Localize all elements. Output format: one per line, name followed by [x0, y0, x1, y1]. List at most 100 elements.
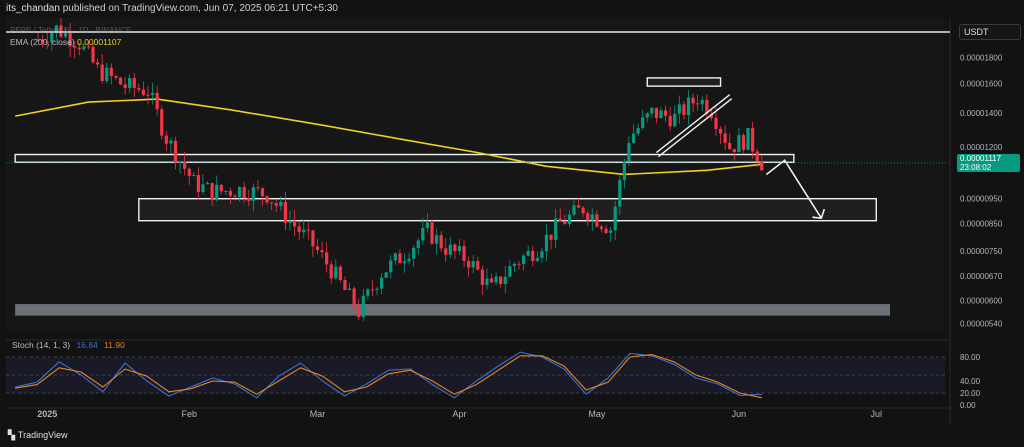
- candle-body[interactable]: [480, 269, 484, 285]
- candle-body[interactable]: [467, 260, 471, 268]
- candle-body[interactable]: [77, 47, 81, 50]
- candle-body[interactable]: [416, 240, 420, 248]
- candle-body[interactable]: [654, 107, 659, 119]
- candle-body[interactable]: [393, 253, 397, 261]
- candle-body[interactable]: [549, 234, 553, 240]
- candle-body[interactable]: [412, 247, 416, 259]
- currency-selector[interactable]: USDT: [959, 24, 1021, 40]
- candle-body[interactable]: [760, 161, 764, 171]
- candle-body[interactable]: [499, 276, 503, 285]
- candle-body[interactable]: [118, 77, 123, 85]
- candle-body[interactable]: [421, 228, 425, 241]
- candle-body[interactable]: [137, 87, 141, 90]
- candle-body[interactable]: [82, 46, 86, 50]
- candle-body[interactable]: [746, 128, 750, 150]
- candle-body[interactable]: [663, 110, 668, 116]
- candle-body[interactable]: [677, 104, 681, 114]
- candle-body[interactable]: [576, 205, 581, 208]
- candle-body[interactable]: [645, 113, 649, 118]
- candle-body[interactable]: [215, 184, 219, 201]
- candle-body[interactable]: [434, 235, 439, 244]
- candle-body[interactable]: [755, 151, 759, 162]
- candle-body[interactable]: [723, 133, 727, 143]
- candle-body[interactable]: [691, 97, 695, 104]
- candle-body[interactable]: [256, 187, 260, 189]
- candle-body[interactable]: [141, 89, 146, 95]
- candle-body[interactable]: [187, 168, 191, 177]
- stoch-legend[interactable]: Stoch (14, 1, 3) 16.84 11.90: [12, 340, 125, 350]
- candle-body[interactable]: [228, 190, 233, 196]
- candle-body[interactable]: [709, 113, 713, 118]
- candle-body[interactable]: [45, 41, 49, 43]
- candle-body[interactable]: [260, 188, 265, 197]
- candle-body[interactable]: [123, 84, 127, 88]
- candle-body[interactable]: [407, 258, 411, 262]
- candle-body[interactable]: [728, 142, 732, 150]
- candle-body[interactable]: [315, 246, 320, 251]
- candle-body[interactable]: [247, 198, 251, 201]
- candle-body[interactable]: [622, 161, 626, 180]
- candle-body[interactable]: [609, 230, 613, 233]
- candle-body[interactable]: [751, 128, 755, 152]
- candle-body[interactable]: [508, 266, 512, 277]
- candle-body[interactable]: [503, 276, 507, 285]
- candle-body[interactable]: [41, 39, 45, 42]
- candle-body[interactable]: [402, 261, 407, 264]
- candle-body[interactable]: [682, 104, 686, 116]
- candle-body[interactable]: [311, 230, 315, 247]
- candle-body[interactable]: [173, 140, 178, 163]
- candle-body[interactable]: [169, 140, 173, 144]
- candle-body[interactable]: [398, 253, 402, 264]
- candle-body[interactable]: [494, 276, 498, 283]
- candle-body[interactable]: [219, 184, 223, 192]
- candle-body[interactable]: [659, 110, 663, 119]
- candle-body[interactable]: [476, 261, 480, 270]
- candle-body[interactable]: [270, 202, 274, 204]
- candle-body[interactable]: [512, 263, 517, 267]
- candle-body[interactable]: [595, 214, 599, 227]
- candle-body[interactable]: [68, 33, 72, 47]
- candle-body[interactable]: [444, 248, 448, 255]
- candle-body[interactable]: [650, 107, 654, 114]
- candle-body[interactable]: [128, 77, 132, 88]
- candle-body[interactable]: [242, 187, 246, 199]
- candle-body[interactable]: [586, 213, 590, 221]
- candle-body[interactable]: [613, 206, 617, 231]
- candle-body[interactable]: [357, 306, 361, 318]
- candle-body[interactable]: [265, 196, 269, 203]
- candle-body[interactable]: [59, 25, 63, 37]
- candle-body[interactable]: [705, 99, 709, 114]
- candle-body[interactable]: [288, 220, 292, 223]
- candle-body[interactable]: [567, 214, 571, 225]
- candle-body[interactable]: [718, 128, 723, 134]
- candle-body[interactable]: [631, 133, 636, 143]
- candle-body[interactable]: [558, 218, 562, 222]
- candle-body[interactable]: [531, 250, 535, 262]
- candle-body[interactable]: [201, 184, 205, 193]
- candle-body[interactable]: [535, 257, 539, 262]
- candle-body[interactable]: [132, 77, 136, 88]
- candle-body[interactable]: [224, 190, 228, 192]
- candle-body[interactable]: [732, 149, 736, 153]
- candle-body[interactable]: [668, 115, 672, 127]
- candle-body[interactable]: [554, 218, 558, 240]
- candle-body[interactable]: [146, 94, 150, 96]
- candle-body[interactable]: [599, 226, 604, 229]
- candle-body[interactable]: [329, 264, 333, 279]
- candle-body[interactable]: [636, 128, 640, 134]
- candle-body[interactable]: [489, 278, 494, 283]
- candle-body[interactable]: [320, 250, 324, 253]
- candle-body[interactable]: [150, 92, 155, 95]
- candle-body[interactable]: [471, 261, 475, 268]
- candle-body[interactable]: [343, 279, 347, 291]
- candle-body[interactable]: [590, 214, 594, 221]
- candle-body[interactable]: [581, 207, 585, 214]
- candle-body[interactable]: [63, 33, 68, 37]
- candle-body[interactable]: [361, 295, 365, 318]
- candle-body[interactable]: [325, 252, 329, 265]
- candle-body[interactable]: [210, 183, 214, 201]
- candle-body[interactable]: [453, 244, 457, 252]
- candle-body[interactable]: [109, 67, 113, 76]
- candle-body[interactable]: [96, 62, 100, 65]
